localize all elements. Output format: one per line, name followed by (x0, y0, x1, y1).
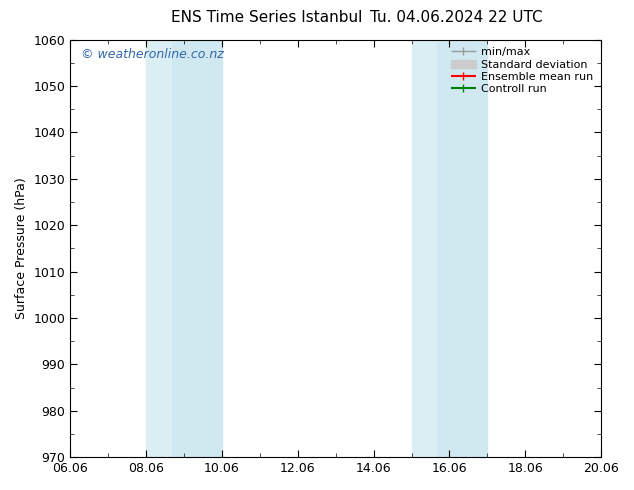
Bar (172, 40, 222, 457)
Bar (146, 40, 172, 457)
Text: Tu. 04.06.2024 22 UTC: Tu. 04.06.2024 22 UTC (370, 10, 543, 25)
Y-axis label: Surface Pressure (hPa): Surface Pressure (hPa) (15, 177, 28, 319)
Bar (437, 40, 488, 457)
Text: © weatheronline.co.nz: © weatheronline.co.nz (81, 48, 224, 61)
Legend: min/max, Standard deviation, Ensemble mean run, Controll run: min/max, Standard deviation, Ensemble me… (449, 45, 595, 96)
Text: ENS Time Series Istanbul: ENS Time Series Istanbul (171, 10, 362, 25)
Bar (411, 40, 437, 457)
